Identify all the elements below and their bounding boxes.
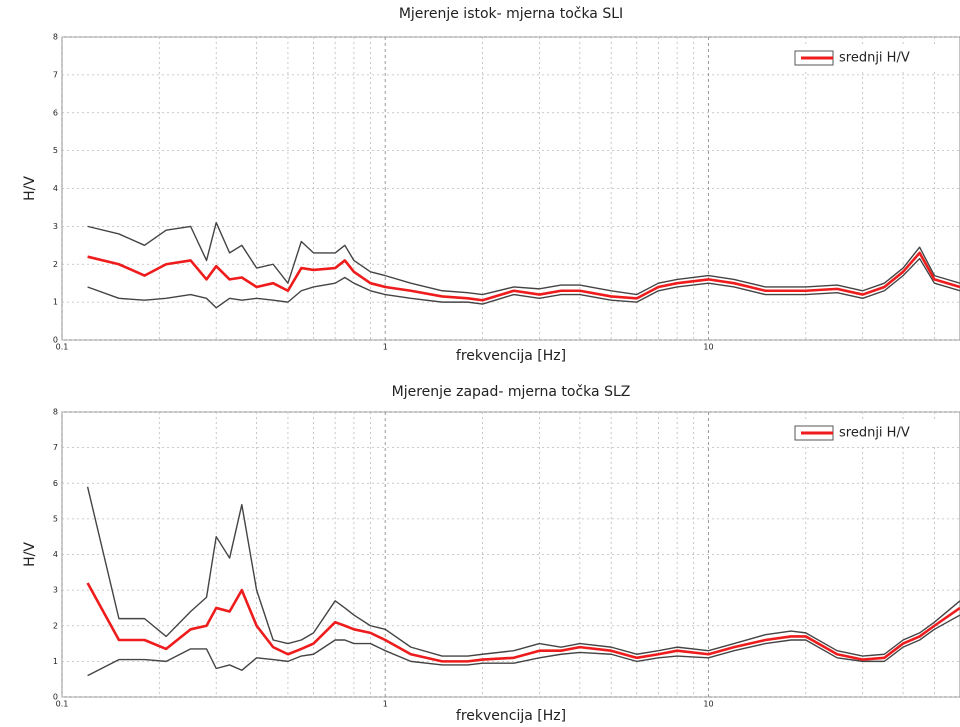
x-axis-label: frekvencija [Hz] <box>456 708 566 724</box>
y-tick-label: 4 <box>53 184 58 193</box>
legend-box <box>795 422 955 444</box>
legend-label: srednji H/V <box>839 51 910 66</box>
y-axis-label: H/V <box>22 176 38 201</box>
y-tick-label: 8 <box>53 33 58 42</box>
y-tick-label: 4 <box>53 550 58 559</box>
y-tick-label: 3 <box>53 222 58 231</box>
y-tick-label: 5 <box>53 514 58 523</box>
series-line <box>87 614 960 677</box>
y-axis-label: H/V <box>22 542 38 567</box>
x-tick-label: 10 <box>703 700 713 709</box>
chart-title: Mjerenje istok- mjerna točka SLI <box>399 6 623 22</box>
series-line <box>86 582 960 663</box>
y-tick-label: 3 <box>53 586 58 595</box>
plot-area <box>61 411 960 698</box>
y-tick-label: 7 <box>53 443 58 452</box>
y-tick-label: 6 <box>53 108 58 117</box>
x-tick-label: 0.1 <box>56 700 69 709</box>
series-line <box>87 251 960 302</box>
y-tick-label: 5 <box>53 146 58 155</box>
y-tick-label: 0 <box>53 336 58 345</box>
y-tick-label: 1 <box>53 298 58 307</box>
series-line <box>86 486 960 657</box>
y-tick-label: 0 <box>53 693 58 702</box>
y-tick-label: 6 <box>53 479 58 488</box>
legend-label: srednji H/V <box>839 426 910 441</box>
y-tick-label: 1 <box>53 657 58 666</box>
y-tick-label: 7 <box>53 70 58 79</box>
y-tick-label: 8 <box>53 408 58 417</box>
plot-area <box>61 36 960 341</box>
y-tick-label: 2 <box>53 260 58 269</box>
legend-box <box>795 47 955 69</box>
series-line <box>87 257 960 309</box>
x-axis-label: frekvencija [Hz] <box>456 348 566 364</box>
x-tick-label: 0.1 <box>56 343 69 352</box>
series-line <box>87 221 960 296</box>
chart-title: Mjerenje zapad- mjerna točka SLZ <box>392 384 631 400</box>
y-tick-label: 2 <box>53 621 58 630</box>
x-tick-label: 10 <box>703 343 713 352</box>
x-tick-label: 1 <box>383 343 388 352</box>
x-tick-label: 1 <box>383 700 388 709</box>
